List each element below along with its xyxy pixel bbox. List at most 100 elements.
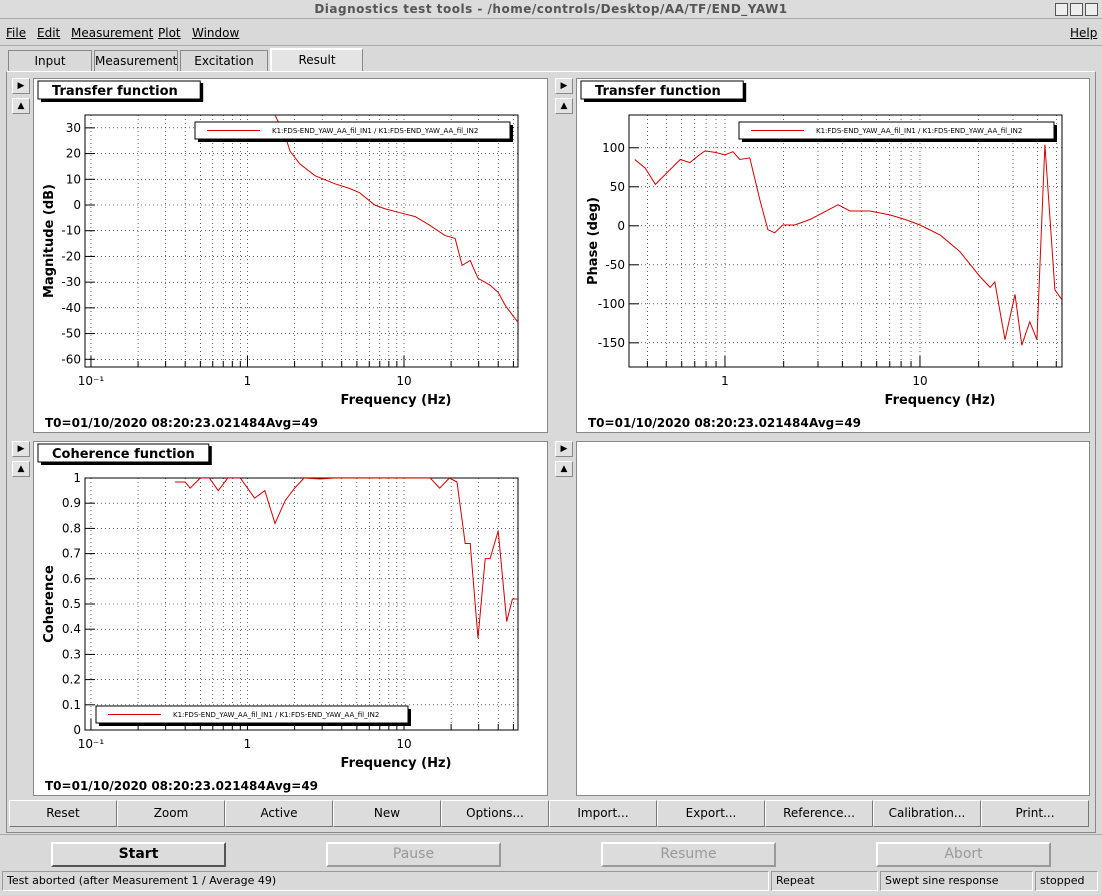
y-tick-label: -10 xyxy=(61,224,81,238)
pad-footer: Avg=49 xyxy=(266,416,318,430)
y-tick-label: 0.1 xyxy=(62,698,81,712)
pad-footer: Avg=49 xyxy=(809,416,861,430)
chart-title-box: Coherence function xyxy=(37,443,212,465)
y-axis-label: Coherence xyxy=(42,565,57,643)
pad-option-button[interactable]: ▶ xyxy=(12,78,30,94)
title-bg xyxy=(37,80,201,100)
plot-pad xyxy=(33,441,548,796)
y-tick-label: 0.9 xyxy=(62,496,81,510)
chart-title-box: Transfer function xyxy=(37,80,204,102)
x-tick-label: 10 xyxy=(396,737,411,751)
chart-title: Transfer function xyxy=(52,84,178,99)
title-bg xyxy=(37,443,210,463)
series-line xyxy=(634,144,1062,346)
button[interactable]: Import... xyxy=(549,800,657,827)
button[interactable]: Reset xyxy=(9,800,117,827)
menu-item[interactable]: Plot xyxy=(158,26,181,40)
legend: K1:FDS-END_YAW_AA_fil_IN1 / K1:FDS-END_Y… xyxy=(95,705,411,726)
legend: K1:FDS-END_YAW_AA_fil_IN1 / K1:FDS-END_Y… xyxy=(738,121,1057,142)
pad-option-button[interactable]: ▶ xyxy=(555,78,573,94)
series-line xyxy=(274,115,518,323)
legend-bg xyxy=(95,705,409,724)
menu-item[interactable]: Help xyxy=(1070,26,1098,40)
button[interactable]: New xyxy=(333,800,441,827)
status-field: Swept sine response xyxy=(880,871,1033,891)
x-axis-label: Frequency (Hz) xyxy=(885,393,996,408)
pad-select-button[interactable]: ▲ xyxy=(12,98,30,114)
title-bg xyxy=(580,80,744,100)
plot-pad xyxy=(576,441,1090,796)
pad-option-button[interactable]: ▶ xyxy=(12,441,30,457)
y-tick-label: 0.8 xyxy=(62,521,81,535)
y-tick-label: 0.2 xyxy=(62,673,81,687)
pad-footer: T0=01/10/2020 08:20:23.021484 xyxy=(45,416,266,430)
status-field: stopped xyxy=(1035,871,1098,891)
menu-item[interactable]: Edit xyxy=(37,26,61,40)
button[interactable]: Options... xyxy=(441,800,549,827)
legend-label: K1:FDS-END_YAW_AA_fil_IN1 / K1:FDS-END_Y… xyxy=(816,127,1022,135)
y-tick-label: 100 xyxy=(602,141,625,155)
menu-item[interactable]: Window xyxy=(192,26,240,40)
y-tick-label: 0 xyxy=(73,723,81,737)
status-field: Test aborted (after Measurement 1 / Aver… xyxy=(2,871,769,891)
button[interactable]: Print... xyxy=(981,800,1089,827)
menu-item[interactable]: File xyxy=(6,26,27,40)
y-tick-label: -20 xyxy=(61,249,81,263)
separator xyxy=(0,834,1102,835)
plot-frame xyxy=(84,477,519,731)
minimize-button[interactable] xyxy=(1055,3,1068,16)
pad-footer: T0=01/10/2020 08:20:23.021484 xyxy=(45,779,266,793)
tab[interactable]: Input xyxy=(8,50,92,71)
control-button[interactable]: Start xyxy=(51,842,226,867)
legend-label: K1:FDS-END_YAW_AA_fil_IN1 / K1:FDS-END_Y… xyxy=(272,127,478,135)
control-button: Pause xyxy=(326,842,501,867)
button[interactable]: Zoom xyxy=(117,800,225,827)
y-tick-label: 0.3 xyxy=(62,647,81,661)
y-tick-label: -150 xyxy=(598,336,625,350)
tab[interactable]: Measurement xyxy=(94,50,178,71)
x-axis-label: Frequency (Hz) xyxy=(341,756,452,771)
x-tick-label: 1 xyxy=(244,374,252,388)
legend-label: K1:FDS-END_YAW_AA_fil_IN1 / K1:FDS-END_Y… xyxy=(173,711,379,719)
y-tick-label: -100 xyxy=(598,297,625,311)
y-axis-label: Magnitude (dB) xyxy=(42,184,57,298)
tab[interactable]: Result xyxy=(270,48,363,71)
pad-footer: Avg=49 xyxy=(266,779,318,793)
button[interactable]: Active xyxy=(225,800,333,827)
button[interactable]: Calibration... xyxy=(873,800,981,827)
chart-title: Coherence function xyxy=(52,447,195,462)
menu-item[interactable]: Measurement xyxy=(71,26,154,40)
pad-select-button[interactable]: ▲ xyxy=(555,98,573,114)
legend-bg xyxy=(194,121,511,140)
y-tick-label: -40 xyxy=(61,301,81,315)
chart-title: Transfer function xyxy=(595,84,721,99)
x-tick-label: 10⁻¹ xyxy=(78,737,105,751)
y-tick-label: 0.6 xyxy=(62,572,81,586)
tab-content xyxy=(6,71,1096,833)
pad-option-button[interactable]: ▶ xyxy=(555,441,573,457)
y-axis-label: Phase (deg) xyxy=(586,197,601,285)
x-tick-label: 10 xyxy=(396,374,411,388)
y-tick-label: 30 xyxy=(66,121,81,135)
button[interactable]: Reference... xyxy=(765,800,873,827)
close-button[interactable] xyxy=(1085,3,1098,16)
pad-select-button[interactable]: ▲ xyxy=(12,461,30,477)
y-tick-label: 0.7 xyxy=(62,547,81,561)
y-tick-label: 20 xyxy=(66,147,81,161)
y-tick-label: -50 xyxy=(605,258,625,272)
pad-footer: T0=01/10/2020 08:20:23.021484 xyxy=(588,416,809,430)
y-tick-label: -60 xyxy=(61,352,81,366)
pad-select-button[interactable]: ▲ xyxy=(555,461,573,477)
tab[interactable]: Excitation xyxy=(180,50,268,71)
y-tick-label: 0 xyxy=(73,198,81,212)
maximize-button[interactable] xyxy=(1070,3,1083,16)
plot-frame xyxy=(84,114,519,368)
y-tick-label: -30 xyxy=(61,275,81,289)
chart-title-box: Transfer function xyxy=(580,80,747,102)
button[interactable]: Export... xyxy=(657,800,765,827)
separator xyxy=(0,45,1102,46)
legend-bg xyxy=(738,121,1055,140)
window-title: Diagnostics test tools - /home/controls/… xyxy=(0,0,1102,19)
